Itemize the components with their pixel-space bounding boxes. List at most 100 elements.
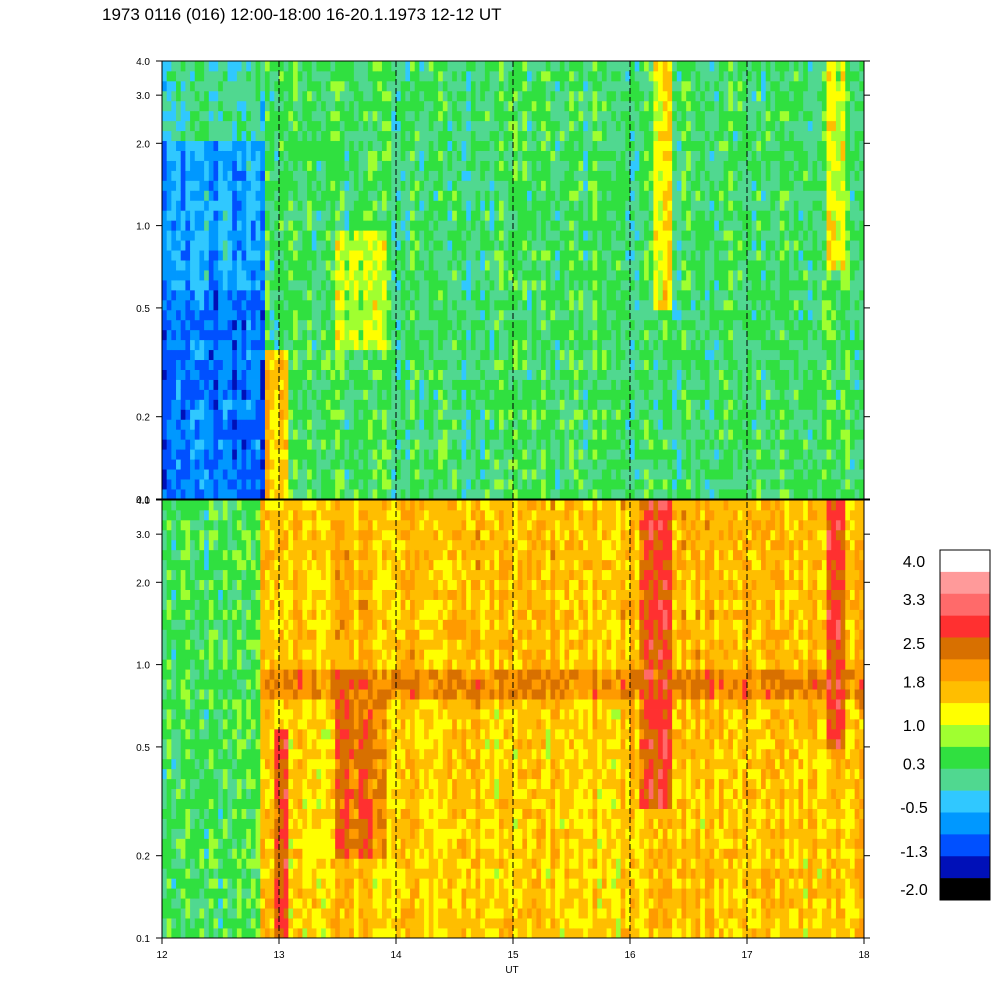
heatmap-cell (597, 359, 603, 370)
heatmap-cell (260, 240, 266, 251)
heatmap-cell (288, 140, 294, 151)
heatmap-cell (433, 359, 439, 370)
heatmap-cell (349, 70, 355, 82)
heatmap-cell (349, 359, 355, 370)
heatmap-cell (517, 270, 523, 281)
heatmap-cell (480, 130, 486, 142)
heatmap-cell (630, 220, 636, 231)
heatmap-cell (176, 349, 182, 361)
heatmap-cell (517, 299, 523, 311)
heatmap-cell (484, 110, 490, 122)
heatmap-cell (180, 399, 186, 410)
heatmap-cell (517, 359, 523, 370)
heatmap-cell (335, 349, 341, 361)
heatmap-cell (555, 270, 561, 281)
heatmap-cell (391, 419, 397, 430)
heatmap-cell (578, 459, 584, 470)
heatmap-cell (377, 170, 383, 181)
heatmap-cell (667, 200, 673, 211)
heatmap-cell (578, 240, 584, 251)
heatmap-cell (269, 120, 275, 132)
heatmap-cell (321, 70, 327, 82)
heatmap-cell (536, 130, 542, 142)
heatmap-cell (311, 170, 317, 181)
heatmap-cell (208, 200, 214, 211)
heatmap-cell (377, 429, 383, 440)
heatmap-cell (480, 170, 486, 181)
heatmap-cell (377, 459, 383, 470)
heatmap-cell (283, 61, 289, 72)
heatmap-cell (653, 389, 659, 400)
heatmap-cell (367, 80, 373, 92)
heatmap-cell (503, 339, 509, 351)
heatmap-cell (508, 479, 514, 490)
heatmap-cell (311, 439, 317, 450)
heatmap-cell (541, 240, 547, 251)
heatmap-cell (672, 180, 678, 191)
heatmap-cell (208, 90, 214, 102)
heatmap-cell (302, 170, 308, 181)
heatmap-cell (615, 250, 622, 261)
heatmap-cell (503, 120, 509, 132)
heatmap-cell (279, 70, 285, 82)
heatmap-cell (587, 459, 593, 470)
heatmap-cell (630, 389, 636, 400)
heatmap-cell (498, 240, 505, 251)
heatmap-cell (349, 319, 355, 331)
heatmap-cell (381, 120, 388, 132)
heatmap-cell (199, 110, 205, 122)
heatmap-cell (367, 250, 373, 261)
heatmap-cell (405, 200, 411, 211)
heatmap-cell (672, 419, 678, 430)
heatmap-cell (573, 289, 579, 301)
heatmap-cell (517, 409, 523, 420)
heatmap-cell (213, 479, 219, 490)
heatmap-cell (367, 369, 373, 380)
heatmap-cell (288, 80, 294, 92)
heatmap-cell (419, 309, 425, 321)
heatmap-cell (583, 299, 589, 311)
heatmap-cell (405, 389, 411, 400)
heatmap-cell (250, 429, 256, 440)
heatmap-cell (498, 230, 505, 241)
heatmap-cell (419, 409, 425, 420)
heatmap-cell (606, 319, 612, 331)
heatmap-cell (330, 70, 336, 82)
heatmap-cell (517, 200, 523, 211)
heatmap-cell (597, 369, 603, 380)
heatmap-cell (442, 120, 448, 132)
heatmap-cell (480, 409, 486, 420)
heatmap-cell (344, 200, 350, 211)
heatmap-cell (185, 459, 191, 470)
heatmap-cell (615, 100, 622, 112)
heatmap-cell (644, 389, 650, 400)
heatmap-cell (330, 319, 336, 331)
heatmap-cell (489, 389, 495, 400)
heatmap-cell (325, 170, 331, 181)
heatmap-cell (555, 429, 561, 440)
heatmap-cell (531, 379, 537, 390)
heatmap-cell (606, 220, 612, 231)
heatmap-cell (386, 399, 392, 410)
heatmap-cell (269, 170, 275, 181)
heatmap-cell (180, 349, 186, 361)
heatmap-cell (386, 80, 392, 92)
heatmap-cell (349, 190, 355, 201)
heatmap-cell (522, 359, 528, 370)
heatmap-cell (321, 180, 327, 191)
heatmap-cell (503, 349, 509, 361)
heatmap-cell (199, 150, 205, 161)
heatmap-cell (269, 280, 275, 291)
heatmap-cell (442, 289, 448, 301)
heatmap-cell (255, 220, 261, 231)
heatmap-cell (587, 379, 593, 390)
heatmap-cell (667, 240, 673, 251)
heatmap-cell (639, 449, 645, 460)
heatmap-cell (545, 190, 551, 201)
heatmap-cell (630, 230, 636, 241)
heatmap-cell (531, 210, 537, 221)
heatmap-cell (297, 100, 303, 112)
heatmap-cell (662, 369, 668, 380)
heatmap-cell (606, 120, 612, 132)
heatmap-cell (330, 230, 336, 241)
